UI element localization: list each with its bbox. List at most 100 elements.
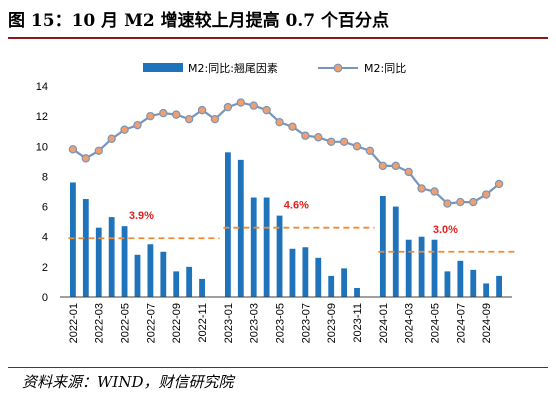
line-point	[469, 197, 478, 207]
x-tick-label: 2024-05	[430, 303, 442, 343]
bar	[199, 278, 205, 297]
line-point	[94, 146, 103, 156]
y-tick-label: 4	[42, 232, 48, 244]
line-point	[391, 161, 400, 171]
legend-line-marker	[333, 63, 343, 73]
legend-bar-swatch	[143, 63, 183, 72]
chart-title: 图 15：10 月 M2 增速较上月提高 0.7 个百分点	[8, 11, 390, 31]
line-point	[352, 142, 362, 151]
y-tick-label: 10	[36, 141, 48, 153]
line-point	[107, 134, 116, 143]
line-point	[456, 197, 465, 207]
y-tick-label: 6	[42, 202, 48, 214]
bar	[483, 283, 490, 297]
line-point	[236, 98, 245, 107]
bar	[108, 217, 115, 297]
x-tick-label: 2023-05	[275, 303, 287, 343]
y-tick-label: 14	[36, 81, 48, 93]
bar	[276, 215, 283, 297]
bar	[263, 197, 270, 297]
bar	[121, 226, 128, 297]
x-tick-label: 2023-09	[326, 303, 338, 343]
bar	[496, 275, 502, 297]
legend-bar-label: M2:同比:翘尾因素	[188, 62, 278, 75]
bar	[328, 275, 335, 297]
line-point	[327, 137, 336, 146]
line-point	[146, 111, 155, 121]
line-point	[339, 137, 349, 146]
line-point	[288, 122, 297, 131]
x-tick-label: 2024-03	[404, 303, 416, 343]
title-divider	[8, 37, 548, 39]
footer-divider	[8, 367, 548, 368]
bar-series	[70, 152, 502, 297]
y-tick-label: 0	[42, 292, 48, 304]
line-point	[249, 101, 258, 110]
x-tick-label: 2022-01	[68, 303, 80, 343]
x-tick-label: 2024-01	[378, 303, 390, 343]
x-tick-label: 2022-05	[120, 303, 132, 343]
x-tick-label: 2022-09	[171, 303, 183, 343]
x-tick-label: 2024-07	[455, 303, 467, 343]
annotation-lines: 3.9% 4.6% 3.0%	[68, 200, 515, 253]
line-point	[301, 131, 310, 140]
average-label: 4.6%	[284, 200, 309, 212]
x-tick-label: 2022-11	[197, 303, 209, 343]
bar	[379, 196, 386, 297]
x-tick-label: 2023-07	[300, 303, 312, 343]
bar	[250, 197, 257, 297]
line-point	[120, 125, 129, 134]
source-note: 资料来源：WIND，财信研究院	[22, 373, 234, 391]
line-point	[197, 105, 207, 115]
line-point	[159, 108, 168, 118]
bar	[237, 159, 244, 297]
line-point	[81, 154, 91, 163]
bar	[470, 269, 477, 297]
y-axis: 0 2 4 6 8 10 12 14	[36, 81, 48, 304]
x-tick-label: 2023-01	[223, 303, 235, 343]
line-point	[133, 120, 142, 130]
x-tick-label: 2023-11	[352, 303, 364, 343]
bar	[70, 182, 76, 297]
x-tick-label: 2023-03	[249, 303, 261, 343]
line-series	[68, 98, 504, 208]
bar	[160, 251, 167, 297]
line-point	[172, 110, 181, 119]
bar	[224, 152, 231, 297]
line-point	[417, 184, 426, 193]
bar	[186, 266, 193, 297]
bar	[444, 271, 451, 297]
line-point	[184, 114, 194, 124]
x-tick-label: 2022-07	[145, 303, 157, 343]
line-point	[494, 179, 504, 189]
line-point	[378, 161, 388, 171]
line-point	[68, 145, 78, 154]
bar	[289, 248, 296, 297]
x-tick-label: 2022-03	[94, 303, 106, 343]
bar	[134, 254, 141, 297]
line-point	[365, 146, 375, 156]
bar	[392, 206, 399, 297]
line-point	[314, 133, 323, 142]
bar	[315, 257, 322, 297]
bar	[405, 239, 412, 297]
bar	[457, 260, 464, 297]
average-label: 3.9%	[129, 210, 154, 222]
line-point	[430, 187, 439, 196]
average-label: 3.0%	[433, 224, 458, 236]
bar	[173, 271, 180, 297]
line-point	[210, 114, 220, 124]
bar	[82, 199, 89, 297]
bar	[95, 227, 102, 297]
m2-yoy-line	[72, 101, 500, 205]
bar	[341, 268, 348, 297]
x-axis: 2022-01 2022-03 2022-05 2022-07 2022-09 2022-…	[60, 296, 512, 343]
line-point	[481, 190, 491, 199]
bar	[302, 247, 309, 297]
legend-line-label: M2:同比	[364, 62, 406, 75]
bar	[418, 236, 425, 297]
x-tick-label: 2024-09	[481, 303, 493, 343]
line-point	[262, 105, 271, 115]
line-point	[443, 199, 452, 208]
